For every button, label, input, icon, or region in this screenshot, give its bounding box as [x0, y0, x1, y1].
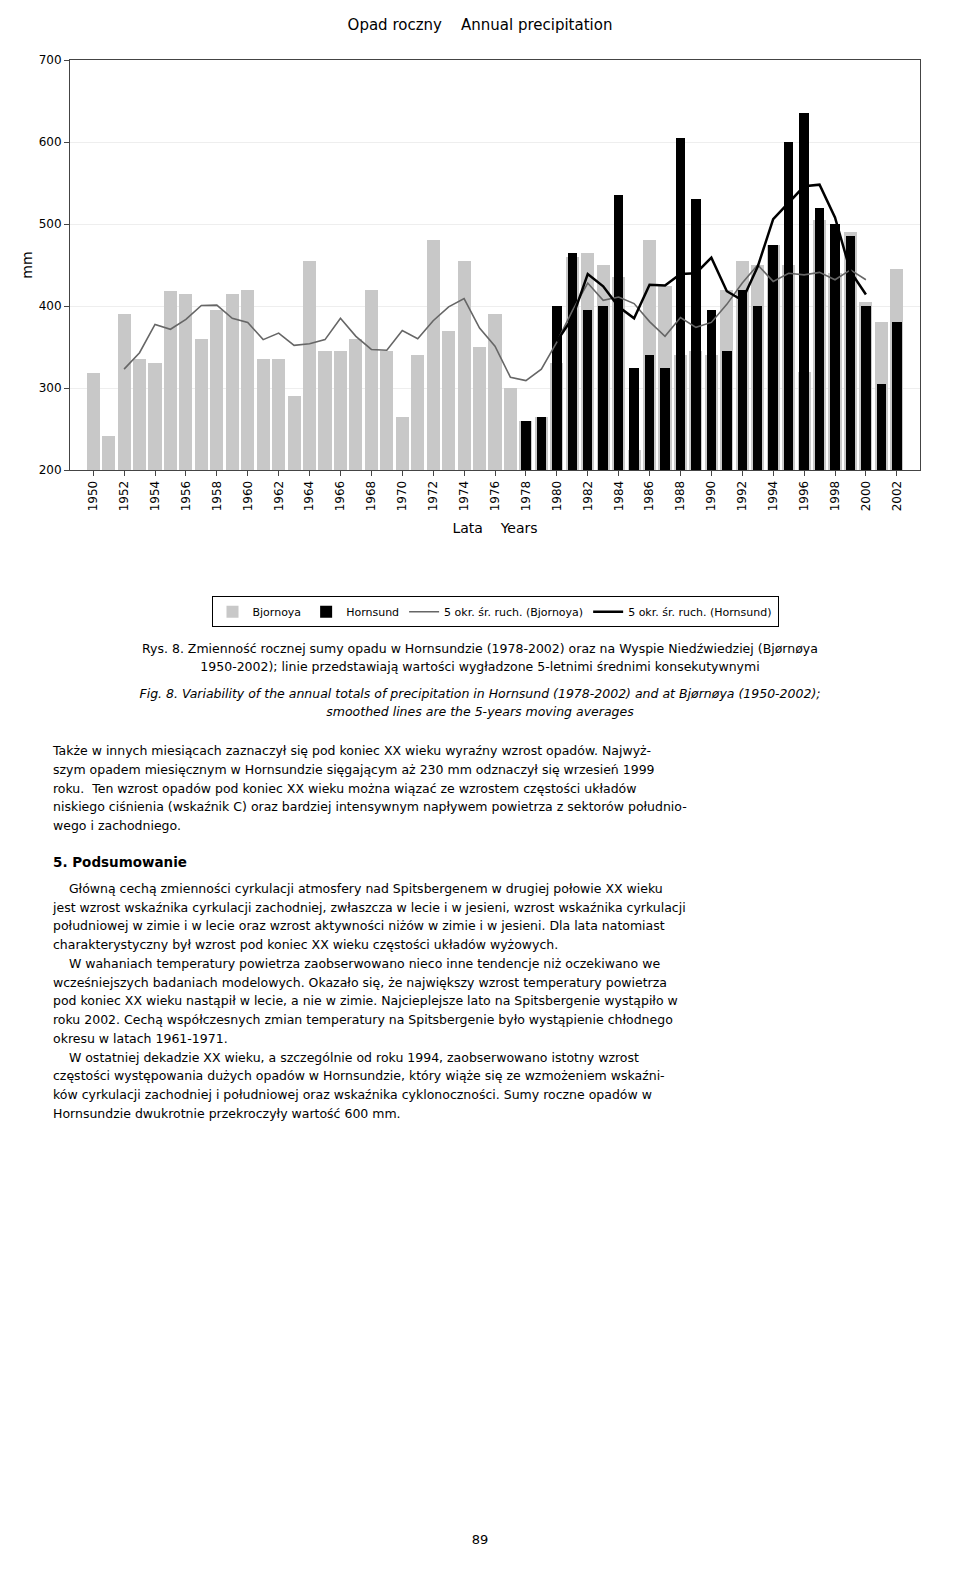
svg-text:1972: 1972: [426, 481, 440, 512]
svg-text:200: 200: [39, 463, 62, 477]
svg-text:Lata Years: Lata Years: [452, 520, 537, 536]
html-text:Główną cechą zmienności cyrkul: Główną cechą zmienności cyrkulacji atmos…: [53, 880, 686, 1121]
svg-text:1986: 1986: [642, 481, 656, 512]
svg-text:Bjornoya: Bjornoya: [253, 606, 302, 619]
svg-text:1978: 1978: [519, 481, 533, 512]
html-text:Także w innych miesiącach zazn: Także w innych miesiącach zaznaczył się …: [53, 743, 687, 833]
html-text:5. Podsumowanie: 5. Podsumowanie: [53, 853, 187, 870]
svg-text:1988: 1988: [673, 481, 687, 512]
svg-text:1980: 1980: [550, 481, 564, 512]
svg-text:500: 500: [39, 217, 62, 231]
svg-text:1954: 1954: [148, 481, 162, 512]
svg-text:1962: 1962: [272, 481, 286, 512]
svg-text:1992: 1992: [735, 481, 749, 512]
svg-text:600: 600: [39, 135, 62, 149]
svg-text:5 okr. śr. ruch. (Bjornoya): 5 okr. śr. ruch. (Bjornoya): [444, 606, 583, 619]
svg-text:Opad roczny Annual precipit: Opad roczny Annual precipitation: [348, 16, 613, 34]
svg-text:1964: 1964: [302, 481, 316, 512]
svg-text:1996: 1996: [797, 481, 811, 512]
html-text:Rys. 8. Zmienność rocznej sumy: Rys. 8. Zmienność rocznej sumy opadu w H…: [142, 641, 818, 674]
svg-text:1952: 1952: [117, 481, 131, 512]
svg-text:1984: 1984: [612, 481, 626, 512]
svg-text:1968: 1968: [364, 481, 378, 512]
html-text:Fig. 8. Variability of the ann: Fig. 8. Variability of the annual totals…: [139, 686, 821, 719]
svg-text:1982: 1982: [581, 481, 595, 512]
svg-text:2002: 2002: [890, 481, 904, 512]
svg-text:300: 300: [39, 381, 62, 395]
svg-text:2000: 2000: [859, 481, 873, 512]
svg-text:700: 700: [39, 53, 62, 67]
svg-text:400: 400: [39, 299, 62, 313]
svg-text:1966: 1966: [333, 481, 347, 512]
html-text:89: 89: [471, 1532, 489, 1547]
svg-text:5 okr. śr. ruch. (Hornsund): 5 okr. śr. ruch. (Hornsund): [628, 606, 771, 619]
svg-text:1956: 1956: [179, 481, 193, 512]
svg-text:1970: 1970: [395, 481, 409, 512]
svg-text:1960: 1960: [241, 481, 255, 512]
svg-text:1994: 1994: [766, 481, 780, 512]
svg-text:1976: 1976: [488, 481, 502, 512]
svg-text:1950: 1950: [86, 481, 100, 512]
svg-text:1974: 1974: [457, 481, 471, 512]
svg-text:1958: 1958: [210, 481, 224, 512]
svg-text:mm: mm: [19, 251, 35, 278]
svg-text:1990: 1990: [704, 481, 718, 512]
svg-text:1998: 1998: [828, 481, 842, 512]
svg-text:Hornsund: Hornsund: [346, 606, 399, 619]
